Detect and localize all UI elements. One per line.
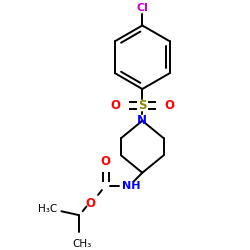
Text: Cl: Cl <box>136 3 148 13</box>
Text: CH₃: CH₃ <box>72 239 91 249</box>
Text: O: O <box>110 99 120 112</box>
Text: H₃C: H₃C <box>38 204 58 214</box>
Text: O: O <box>101 155 111 168</box>
Text: O: O <box>164 99 174 112</box>
Text: O: O <box>85 197 95 210</box>
Text: S: S <box>138 99 146 112</box>
Text: NH: NH <box>122 181 140 191</box>
Text: N: N <box>137 114 147 127</box>
